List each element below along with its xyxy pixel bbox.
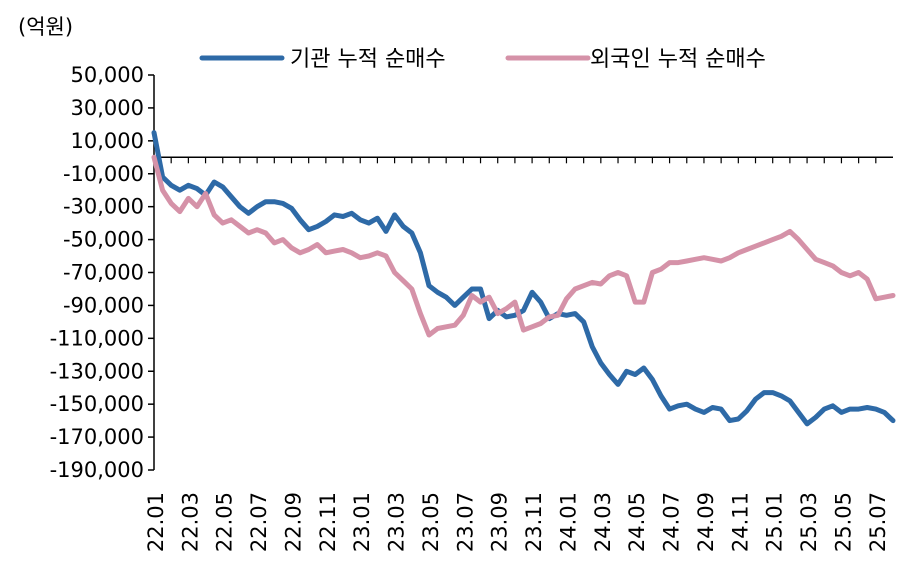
series-line-2 <box>151 154 896 338</box>
y-tick-label: -50,000 <box>63 228 144 252</box>
y-tick-label: -130,000 <box>50 359 144 383</box>
y-tick-label: 50,000 <box>71 63 144 87</box>
x-tick-label: 25.05 <box>831 492 855 552</box>
x-tick-label: 22.05 <box>213 492 237 552</box>
y-tick-label: 30,000 <box>71 96 144 120</box>
x-tick-label: 23.03 <box>385 492 409 552</box>
x-tick-label: 25.03 <box>797 492 821 552</box>
x-tick-label: 23.01 <box>350 492 374 552</box>
x-tick-label: 22.03 <box>178 492 202 552</box>
y-axis-unit-label: (억원) <box>18 15 73 39</box>
x-tick-label: 22.01 <box>144 492 168 552</box>
x-tick-label: 23.07 <box>453 492 477 552</box>
x-tick-label: 22.09 <box>281 492 305 552</box>
series-layer <box>151 130 896 427</box>
x-tick-label: 24.03 <box>591 492 615 552</box>
series-line-1 <box>151 130 896 427</box>
x-tick-label: 24.11 <box>728 492 752 552</box>
legend-label-1: 기관 누적 순매수 <box>290 47 446 72</box>
y-tick-label: -90,000 <box>63 293 144 317</box>
x-tick-label: 24.09 <box>694 492 718 552</box>
y-tick-label: -10,000 <box>63 162 144 186</box>
y-tick-label: -190,000 <box>50 458 144 482</box>
y-tick-label: -150,000 <box>50 392 144 416</box>
legend-label-2: 외국인 누적 순매수 <box>590 47 766 72</box>
legend: 기관 누적 순매수 외국인 누적 순매수 <box>199 47 766 72</box>
x-tick-label: 25.07 <box>866 492 890 552</box>
x-tick-label: 24.05 <box>625 492 649 552</box>
y-axis: 50,000 30,000 10,000 -10,000 -30,000 -50,000 -… <box>50 63 155 482</box>
x-axis: 22.01 22.03 22.05 22.07 22.09 22.11 23.01 23.03… <box>144 156 893 552</box>
x-tick-label: 22.11 <box>316 492 340 552</box>
x-tick-label: 23.09 <box>488 492 512 552</box>
y-tick-label: -70,000 <box>63 261 144 285</box>
y-tick-label: -30,000 <box>63 195 144 219</box>
x-tick-label: 23.11 <box>522 492 546 552</box>
x-tick-label: 24.07 <box>660 492 684 552</box>
y-tick-label: -110,000 <box>50 326 144 350</box>
x-tick-label: 22.07 <box>247 492 271 552</box>
y-tick-label: 10,000 <box>71 129 144 153</box>
x-tick-label: 24.01 <box>556 492 580 552</box>
x-tick-label: 25.01 <box>763 492 787 552</box>
y-tick-label: -170,000 <box>50 425 144 449</box>
x-tick-label: 23.05 <box>419 492 443 552</box>
